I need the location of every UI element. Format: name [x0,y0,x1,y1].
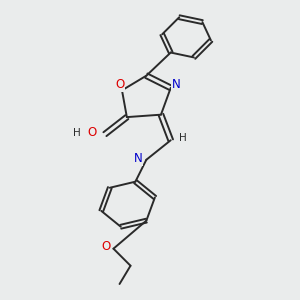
Text: N: N [134,152,142,165]
Text: H: H [73,128,81,138]
Text: O: O [87,126,96,140]
Text: N: N [172,79,180,92]
Text: H: H [178,133,186,143]
Text: O: O [115,79,124,92]
Text: O: O [101,240,111,253]
